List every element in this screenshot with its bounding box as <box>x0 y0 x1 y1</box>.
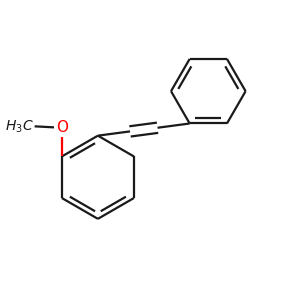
Text: $H_3C$: $H_3C$ <box>4 118 33 134</box>
Text: O: O <box>56 120 68 135</box>
